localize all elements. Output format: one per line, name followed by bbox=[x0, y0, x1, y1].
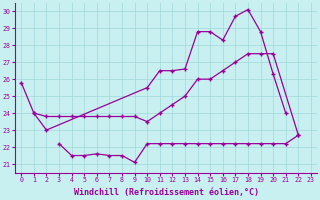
X-axis label: Windchill (Refroidissement éolien,°C): Windchill (Refroidissement éolien,°C) bbox=[74, 188, 259, 197]
